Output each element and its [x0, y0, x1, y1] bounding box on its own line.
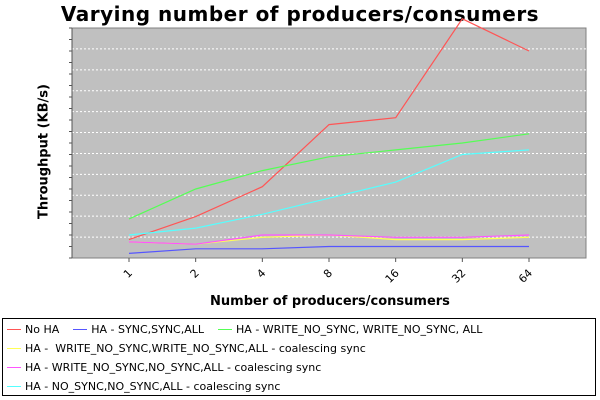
x-tick-label: 16: [383, 267, 402, 286]
y-axis-title: Throughput (KB/s): [36, 84, 52, 219]
legend-row: HA - NO_SYNC,NO_SYNC,ALL - coalescing sy…: [7, 377, 591, 396]
x-tick-label: 2: [188, 267, 202, 281]
legend-label: HA - WRITE_NO_SYNC, WRITE_NO_SYNC, ALL: [236, 323, 483, 336]
x-tick-label: 32: [449, 267, 468, 286]
legend-row: HA - WRITE_NO_SYNC,WRITE_NO_SYNC,ALL - c…: [7, 339, 591, 358]
legend-swatch: [7, 329, 21, 330]
x-axis-title: Number of producers/consumers: [210, 294, 450, 309]
series-line: [128, 133, 530, 220]
series-line: [128, 18, 530, 241]
legend-swatch: [7, 386, 21, 387]
chart-legend: No HA HA - SYNC,SYNC,ALL HA - WRITE_NO_S…: [2, 318, 596, 396]
legend-swatch: [218, 329, 233, 330]
legend-swatch: [7, 367, 21, 368]
legend-label: HA - NO_SYNC,NO_SYNC,ALL - coalescing sy…: [25, 380, 281, 393]
chart-title: Varying number of producers/consumers: [60, 2, 540, 26]
legend-row: No HA HA - SYNC,SYNC,ALL HA - WRITE_NO_S…: [7, 320, 591, 339]
legend-item: HA - NO_SYNC,NO_SYNC,ALL - coalescing sy…: [7, 380, 280, 393]
legend-item: HA - SYNC,SYNC,ALL: [73, 323, 204, 336]
legend-item: No HA: [7, 323, 59, 336]
series-line: [128, 149, 530, 236]
legend-label: HA - WRITE_NO_SYNC,NO_SYNC,ALL - coalesc…: [25, 361, 322, 374]
legend-label: HA - SYNC,SYNC,ALL: [91, 323, 205, 336]
series-line: [128, 245, 529, 254]
legend-swatch: [7, 348, 21, 349]
x-tick-label: 8: [321, 267, 335, 281]
plot-area: [71, 27, 587, 259]
series-line: [128, 234, 530, 245]
x-tick-label: 64: [516, 267, 535, 286]
x-tick-label: 1: [121, 267, 135, 281]
x-tick-label: 4: [254, 267, 268, 281]
legend-item: HA - WRITE_NO_SYNC, WRITE_NO_SYNC, ALL: [218, 323, 482, 336]
legend-swatch: [73, 329, 88, 330]
legend-item: HA - WRITE_NO_SYNC,WRITE_NO_SYNC,ALL - c…: [7, 342, 366, 355]
legend-item: HA - WRITE_NO_SYNC,NO_SYNC,ALL - coalesc…: [7, 361, 321, 374]
legend-label: HA - WRITE_NO_SYNC,WRITE_NO_SYNC,ALL - c…: [25, 342, 366, 355]
legend-row: HA - WRITE_NO_SYNC,NO_SYNC,ALL - coalesc…: [7, 358, 591, 377]
legend-label: No HA: [25, 323, 60, 336]
